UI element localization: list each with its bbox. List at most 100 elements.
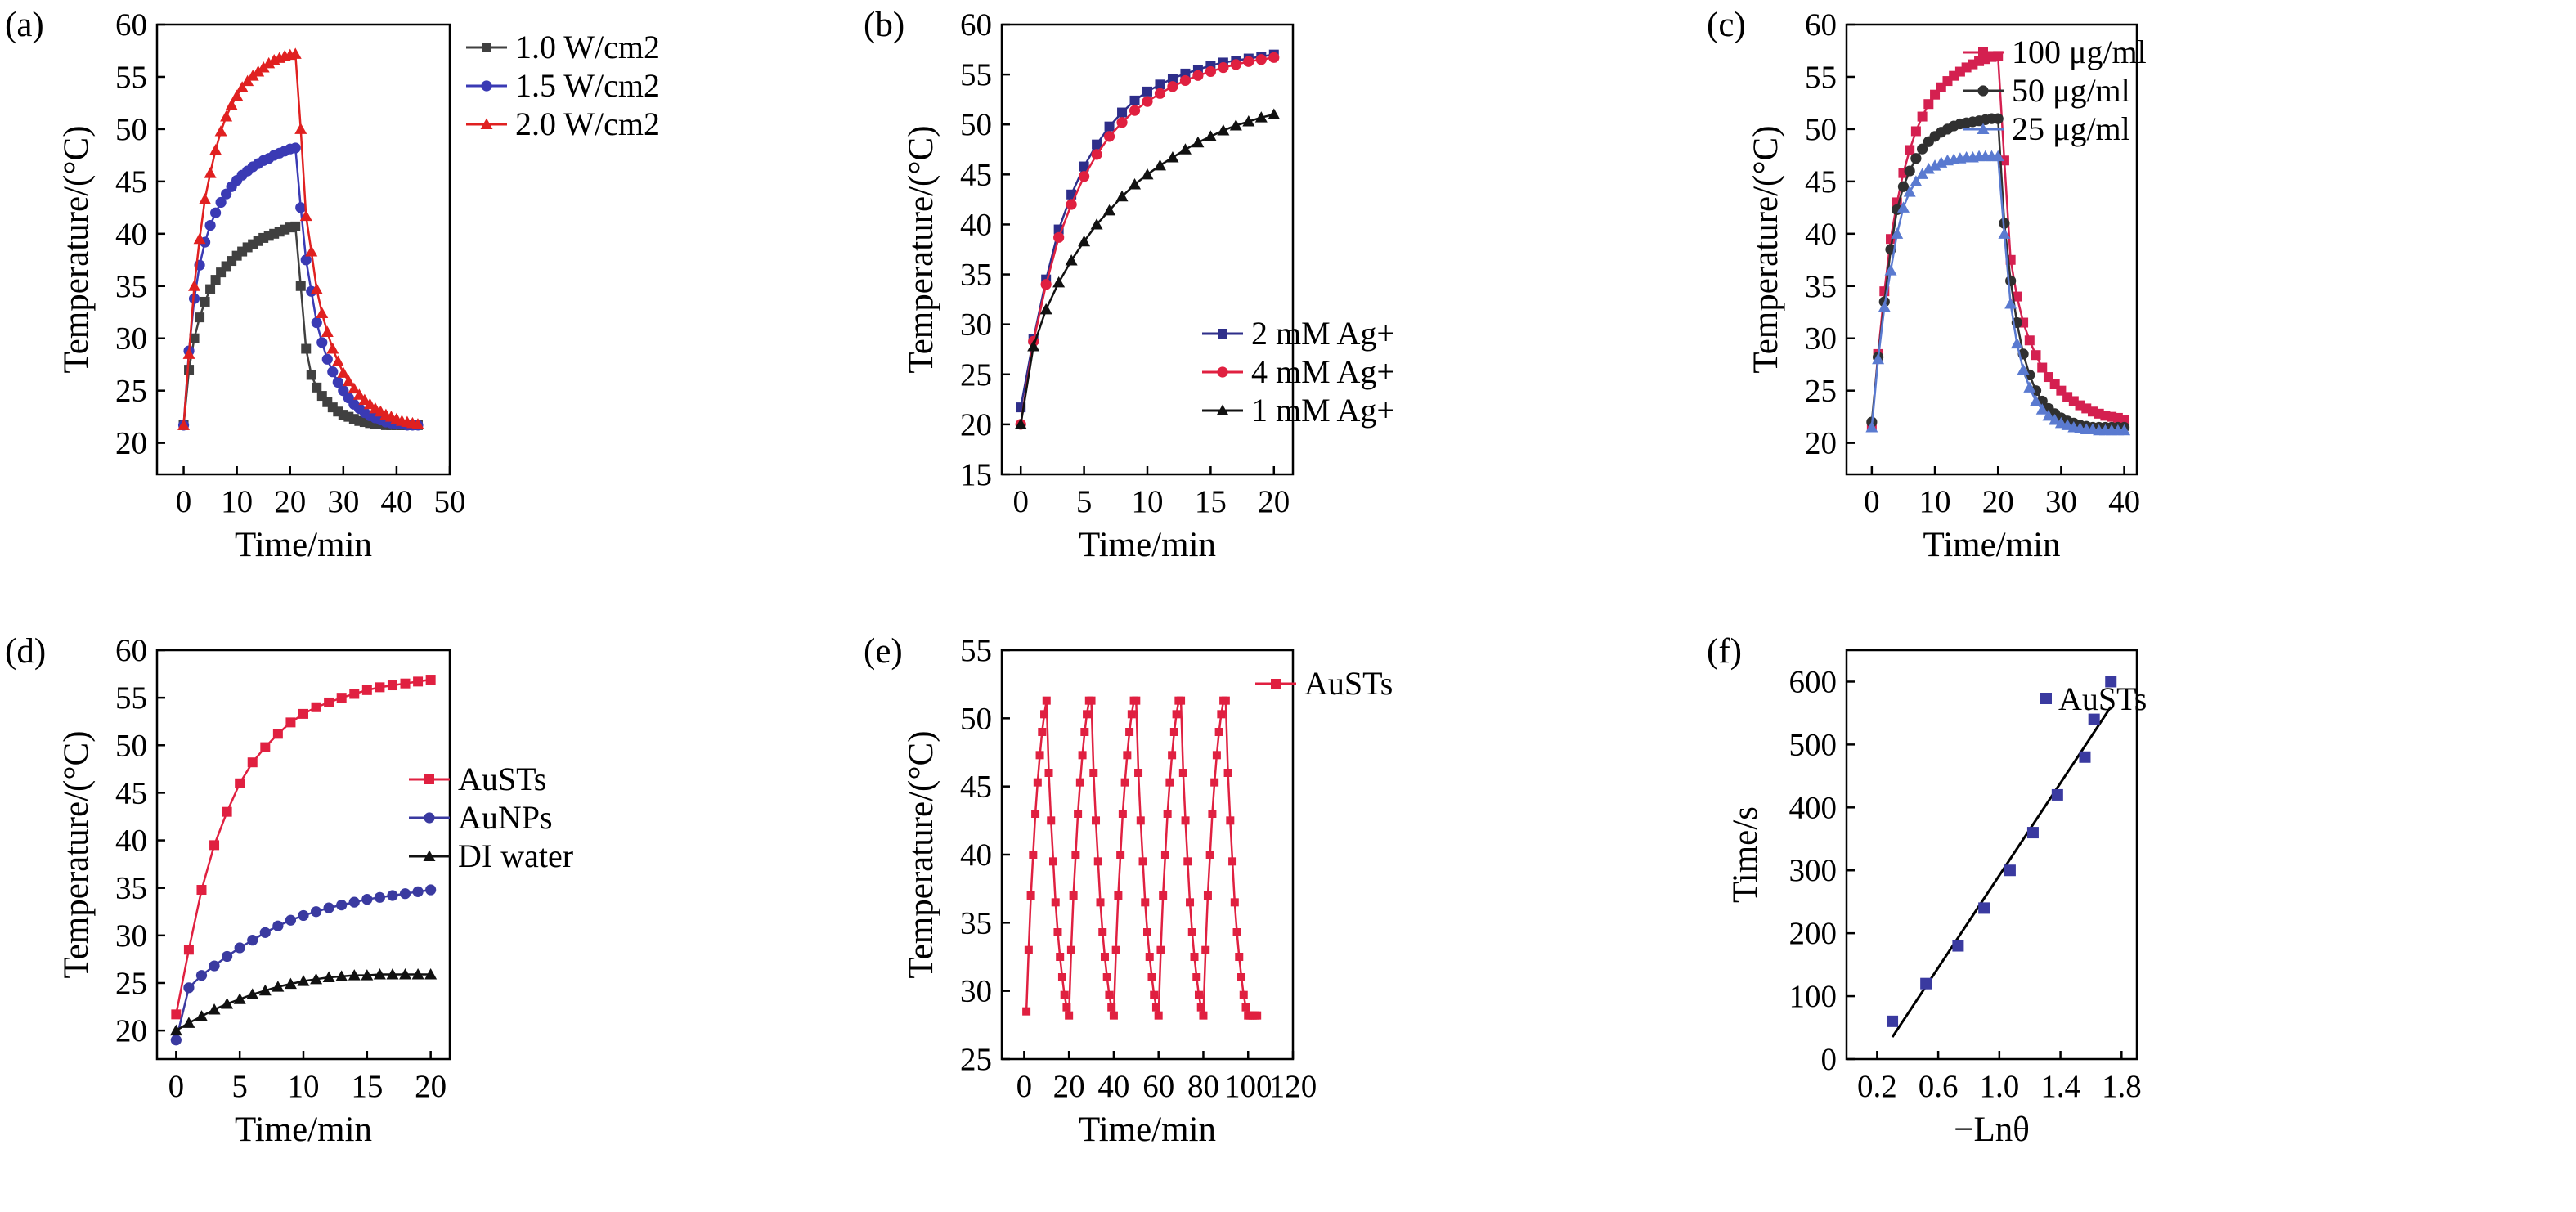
- data-point: [1115, 190, 1129, 202]
- data-point: [326, 343, 339, 354]
- y-tick-label: 30: [1805, 321, 1837, 357]
- data-point: [221, 998, 234, 1009]
- data-point: [294, 123, 307, 134]
- data-point: [1254, 111, 1268, 123]
- data-point: [1022, 1007, 1031, 1016]
- data-point: [312, 382, 322, 393]
- y-tick-label: 55: [1805, 60, 1837, 95]
- data-point: [1092, 816, 1101, 825]
- panel-b: (b) 0 5 10 15 20 15 20 25 30 35 40 45 50 55 60 Time/min…: [864, 6, 1395, 564]
- x-tick-label: 30: [2045, 484, 2077, 519]
- x-tick-label: 80: [1187, 1069, 1219, 1104]
- data-point: [215, 196, 227, 209]
- data-point: [361, 894, 373, 905]
- data-point: [2005, 275, 2017, 286]
- x-tick-label: 0.6: [1919, 1069, 1959, 1104]
- data-point: [1052, 276, 1066, 288]
- data-point: [1186, 898, 1195, 907]
- data-point: [204, 167, 217, 178]
- y-tick-label: 30: [115, 321, 147, 357]
- data-point: [235, 778, 245, 788]
- y-tick-label: 45: [960, 157, 992, 192]
- data-point: [259, 927, 271, 938]
- data-point: [1078, 235, 1091, 247]
- data-point: [193, 232, 206, 245]
- data-point: [1105, 990, 1114, 999]
- data-point: [1125, 728, 1134, 736]
- y-tick-label: 55: [960, 57, 992, 92]
- data-point: [200, 296, 210, 307]
- data-point: [324, 697, 334, 707]
- x-tick-label: 10: [288, 1069, 320, 1104]
- data-point: [1230, 59, 1241, 70]
- data-point: [1142, 96, 1153, 107]
- panel-label: (d): [5, 632, 46, 671]
- data-point: [1078, 751, 1087, 760]
- data-point: [1150, 990, 1159, 999]
- data-point: [387, 680, 397, 691]
- data-point: [1241, 1003, 1250, 1012]
- data-point: [1044, 769, 1053, 777]
- x-tick-label: 60: [1142, 1069, 1174, 1104]
- x-tick-label: 10: [1132, 484, 1164, 519]
- data-point: [1024, 945, 1033, 954]
- x-tick-label: 10: [1919, 484, 1951, 519]
- data-point: [1177, 696, 1186, 705]
- data-point: [233, 993, 246, 1004]
- legend-label: AuSTs: [2058, 680, 2147, 717]
- data-point: [209, 960, 220, 972]
- data-point: [272, 920, 284, 931]
- legend-label: 1.0 W/cm2: [515, 29, 660, 65]
- data-point: [1218, 61, 1229, 74]
- data-point: [295, 281, 306, 291]
- data-point: [1992, 113, 2004, 124]
- data-point: [1910, 153, 1922, 164]
- data-point: [1237, 973, 1246, 981]
- data-point: [321, 353, 333, 365]
- data-point: [1104, 121, 1115, 132]
- data-point: [361, 969, 374, 981]
- data-point: [1167, 81, 1178, 92]
- data-point: [214, 124, 227, 137]
- data-point: [1183, 857, 1192, 866]
- data-point: [1255, 54, 1267, 65]
- data-point: [1065, 254, 1078, 266]
- data-point: [1221, 696, 1230, 705]
- data-point: [1151, 1003, 1160, 1012]
- data-point: [1897, 181, 1910, 192]
- data-point: [1098, 928, 1107, 936]
- legend-label: AuNPs: [458, 799, 553, 836]
- y-tick-label: 40: [115, 824, 147, 859]
- data-point: [1891, 227, 1904, 239]
- x-tick-label: 40: [380, 484, 412, 519]
- data-point: [1136, 816, 1145, 825]
- data-point: [1268, 52, 1280, 63]
- data-point: [1991, 150, 2004, 162]
- data-point: [285, 717, 296, 728]
- data-point: [1199, 1011, 1208, 1020]
- data-point: [386, 968, 399, 980]
- data-point: [204, 219, 216, 231]
- data-point: [285, 914, 297, 926]
- data-point: [231, 89, 244, 101]
- data-point: [336, 900, 348, 911]
- data-point: [311, 316, 322, 329]
- x-tick-label: 1.8: [2102, 1069, 2142, 1104]
- data-point: [284, 977, 297, 990]
- data-point: [1196, 1003, 1205, 1012]
- x-tick-label: 100: [1224, 1069, 1272, 1104]
- data-point: [425, 675, 436, 685]
- data-point: [1142, 86, 1152, 97]
- legend-marker: [482, 43, 491, 52]
- y-axis-label: Temperature/(°C): [902, 730, 940, 978]
- data-point: [1190, 953, 1199, 961]
- data-point: [1129, 95, 1140, 105]
- series-line: [1870, 155, 2125, 432]
- data-point: [209, 840, 220, 851]
- data-point: [247, 935, 258, 946]
- data-point: [2119, 415, 2129, 425]
- x-tick-label: 20: [1982, 484, 2014, 519]
- data-point: [1079, 171, 1090, 182]
- data-point: [1922, 163, 1935, 174]
- x-axis-label: Time/min: [1079, 1111, 1216, 1149]
